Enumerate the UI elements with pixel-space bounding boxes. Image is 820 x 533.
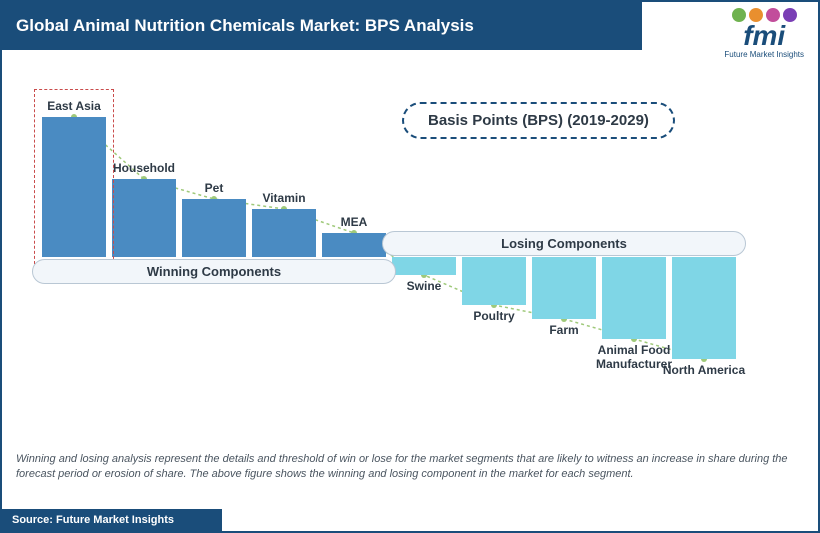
bar-farm <box>532 257 596 319</box>
logo-text: fmi <box>724 24 804 48</box>
losing-components-label: Losing Components <box>382 231 746 256</box>
caption: Winning and losing analysis represent th… <box>16 453 788 480</box>
bar-mea <box>322 233 386 257</box>
bps-chart: East AsiaHouseholdPetVitaminMEASwinePoul… <box>32 82 802 412</box>
bar-label: Swine <box>382 279 466 293</box>
winning-components-label: Winning Components <box>32 259 396 284</box>
chart-frame: Global Animal Nutrition Chemicals Market… <box>0 0 820 533</box>
bar-household <box>112 179 176 257</box>
bar-poultry <box>462 257 526 305</box>
bar-swine <box>392 257 456 275</box>
bar-pet <box>182 199 246 257</box>
fmi-logo: fmi Future Market Insights <box>724 8 804 59</box>
bar-vitamin <box>252 209 316 257</box>
bar-label: Farm <box>522 323 606 337</box>
caption-text: Winning and losing analysis represent th… <box>16 452 804 482</box>
bar-label: MEA <box>312 215 396 229</box>
chart-title: Global Animal Nutrition Chemicals Market… <box>16 16 474 36</box>
bar-label: Poultry <box>452 309 536 323</box>
highlight-box <box>34 89 114 269</box>
bar-label: North America <box>662 363 746 377</box>
header-bar: Global Animal Nutrition Chemicals Market… <box>2 2 642 50</box>
source-text: Source: Future Market Insights <box>12 514 174 526</box>
bar-north-america <box>672 257 736 359</box>
source-footer: Source: Future Market Insights <box>2 509 222 531</box>
bar-animal-food-manufacturer <box>602 257 666 339</box>
bar-label: Vitamin <box>242 191 326 205</box>
logo-subtext: Future Market Insights <box>724 50 804 59</box>
bar-label: Household <box>102 161 186 175</box>
